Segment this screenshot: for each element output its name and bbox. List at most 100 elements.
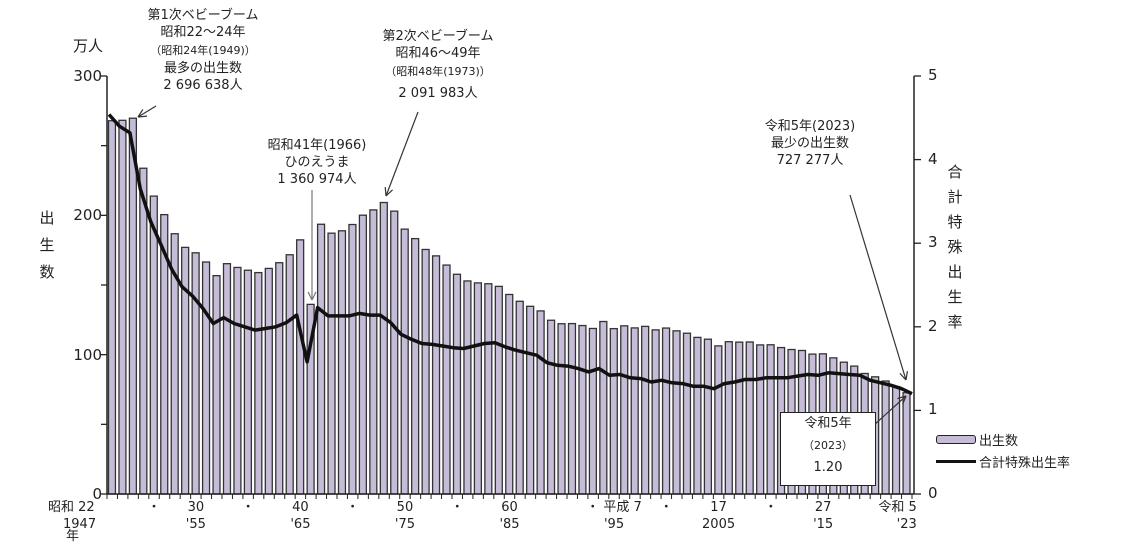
y2-title-char: 合 bbox=[947, 163, 963, 181]
bar bbox=[588, 327, 598, 495]
bar bbox=[201, 261, 211, 495]
y-tick-label: 200 bbox=[73, 206, 102, 225]
bar bbox=[390, 210, 399, 495]
min2023-count: 727 277人 bbox=[776, 153, 844, 168]
y2-title-char: 特 bbox=[947, 213, 963, 231]
legend-label: 出生数 bbox=[979, 433, 1019, 449]
bar bbox=[693, 336, 702, 495]
x-tick-label: ・ bbox=[659, 500, 673, 515]
bar bbox=[881, 380, 890, 495]
legend-label: 合計特殊出生率 bbox=[979, 455, 1071, 471]
y-tick-label: 300 bbox=[73, 67, 102, 85]
x-tick-label: 50'75 bbox=[394, 500, 416, 532]
arrow-icon bbox=[137, 105, 157, 118]
y-axis-title: 出 生 数 bbox=[38, 205, 56, 286]
bar bbox=[264, 267, 273, 495]
legend: 出生数 合計特殊出生率 bbox=[936, 428, 1070, 472]
y2-tick-label: 4 bbox=[928, 149, 938, 168]
hinoeuma-year: 昭和41年(1966) bbox=[267, 138, 367, 153]
y2-title-char: 率 bbox=[947, 313, 963, 331]
x-tick-label: 令和 5'23 bbox=[878, 500, 917, 532]
bar bbox=[630, 327, 639, 495]
bar bbox=[599, 320, 608, 495]
bar bbox=[139, 167, 148, 495]
bar bbox=[337, 230, 347, 495]
bar bbox=[254, 271, 263, 495]
bar bbox=[724, 341, 733, 495]
bar bbox=[620, 325, 629, 495]
bar bbox=[118, 119, 127, 495]
bar bbox=[348, 223, 357, 495]
x-tick-label: 30'55 bbox=[185, 500, 206, 532]
bar bbox=[181, 246, 190, 495]
bar bbox=[327, 232, 336, 495]
min2023-year: 令和5年(2023) bbox=[764, 119, 856, 134]
y2-title-char: 計 bbox=[947, 188, 963, 206]
y2-axis-title: 合 計 特 殊 出 生 率 bbox=[946, 160, 964, 335]
bar bbox=[546, 319, 556, 495]
bar bbox=[421, 248, 430, 495]
x-tick-label: ・ bbox=[450, 500, 464, 515]
arrow-icon bbox=[873, 395, 907, 426]
bar bbox=[756, 344, 765, 495]
arrow-icon bbox=[849, 194, 907, 381]
bar bbox=[442, 264, 451, 495]
bar bbox=[661, 327, 671, 495]
bar bbox=[463, 280, 472, 495]
bar bbox=[191, 252, 200, 495]
line-swatch-icon bbox=[936, 459, 976, 463]
annotation-boom2: 第2次ベビーブーム 昭和46～49年 （昭和48年(1973)） 2 091 9… bbox=[358, 28, 518, 102]
bar bbox=[369, 209, 378, 495]
births-bars bbox=[107, 117, 911, 495]
bar bbox=[473, 282, 483, 495]
y2-tick-label: 5 bbox=[928, 66, 938, 84]
bar bbox=[149, 195, 158, 495]
callout-year: 令和5年 bbox=[804, 416, 852, 431]
boom2-peak-year: （昭和48年(1973)） bbox=[385, 65, 491, 78]
boom1-count: 2 696 638人 bbox=[163, 78, 243, 93]
bar bbox=[735, 341, 744, 495]
bar-swatch-icon bbox=[936, 434, 976, 444]
bar bbox=[766, 344, 775, 495]
bar bbox=[233, 266, 242, 495]
legend-item-tfr: 合計特殊出生率 bbox=[936, 450, 1070, 472]
y2-tick-label: 3 bbox=[928, 233, 938, 252]
x-tick-label: ・ bbox=[346, 500, 360, 515]
bar bbox=[296, 239, 305, 495]
bar bbox=[578, 324, 587, 495]
bar bbox=[222, 263, 232, 495]
x-tick-label: ・ bbox=[241, 500, 255, 515]
boom2-years: 昭和46～49年 bbox=[395, 46, 481, 61]
bar bbox=[641, 325, 650, 495]
bar bbox=[745, 341, 754, 495]
bar bbox=[557, 323, 566, 495]
bar bbox=[526, 305, 535, 495]
bar bbox=[431, 255, 441, 495]
bar bbox=[536, 310, 545, 495]
x-tick-label: 60'85 bbox=[499, 500, 520, 532]
y2-title-char: 殊 bbox=[947, 238, 963, 256]
bar bbox=[411, 237, 420, 495]
boom2-count: 2 091 983人 bbox=[398, 86, 478, 101]
callout-value: 1.20 bbox=[813, 460, 843, 475]
boom1-title: 第1次ベビーブーム bbox=[147, 8, 259, 23]
bar bbox=[515, 300, 524, 495]
bar bbox=[902, 392, 911, 495]
boom2-title: 第2次ベビーブーム bbox=[382, 29, 494, 44]
boom1-note: 最多の出生数 bbox=[163, 61, 242, 76]
bar bbox=[212, 275, 221, 495]
bar bbox=[128, 117, 138, 495]
y2-tick-label: 1 bbox=[928, 400, 938, 419]
callout-western-year: （2023） bbox=[803, 439, 853, 452]
axes bbox=[101, 75, 921, 499]
y-axis-unit: 万人 bbox=[73, 37, 104, 55]
tfr-2023-callout: 令和5年 （2023） 1.20 bbox=[780, 412, 876, 486]
bar bbox=[672, 330, 681, 495]
arrow-icon bbox=[385, 111, 419, 197]
x-tick-label: 17 2005 bbox=[702, 500, 736, 532]
bar bbox=[505, 293, 514, 495]
x-tick-label: 27'15 bbox=[813, 500, 834, 532]
bar bbox=[316, 223, 326, 495]
bar bbox=[567, 322, 577, 495]
